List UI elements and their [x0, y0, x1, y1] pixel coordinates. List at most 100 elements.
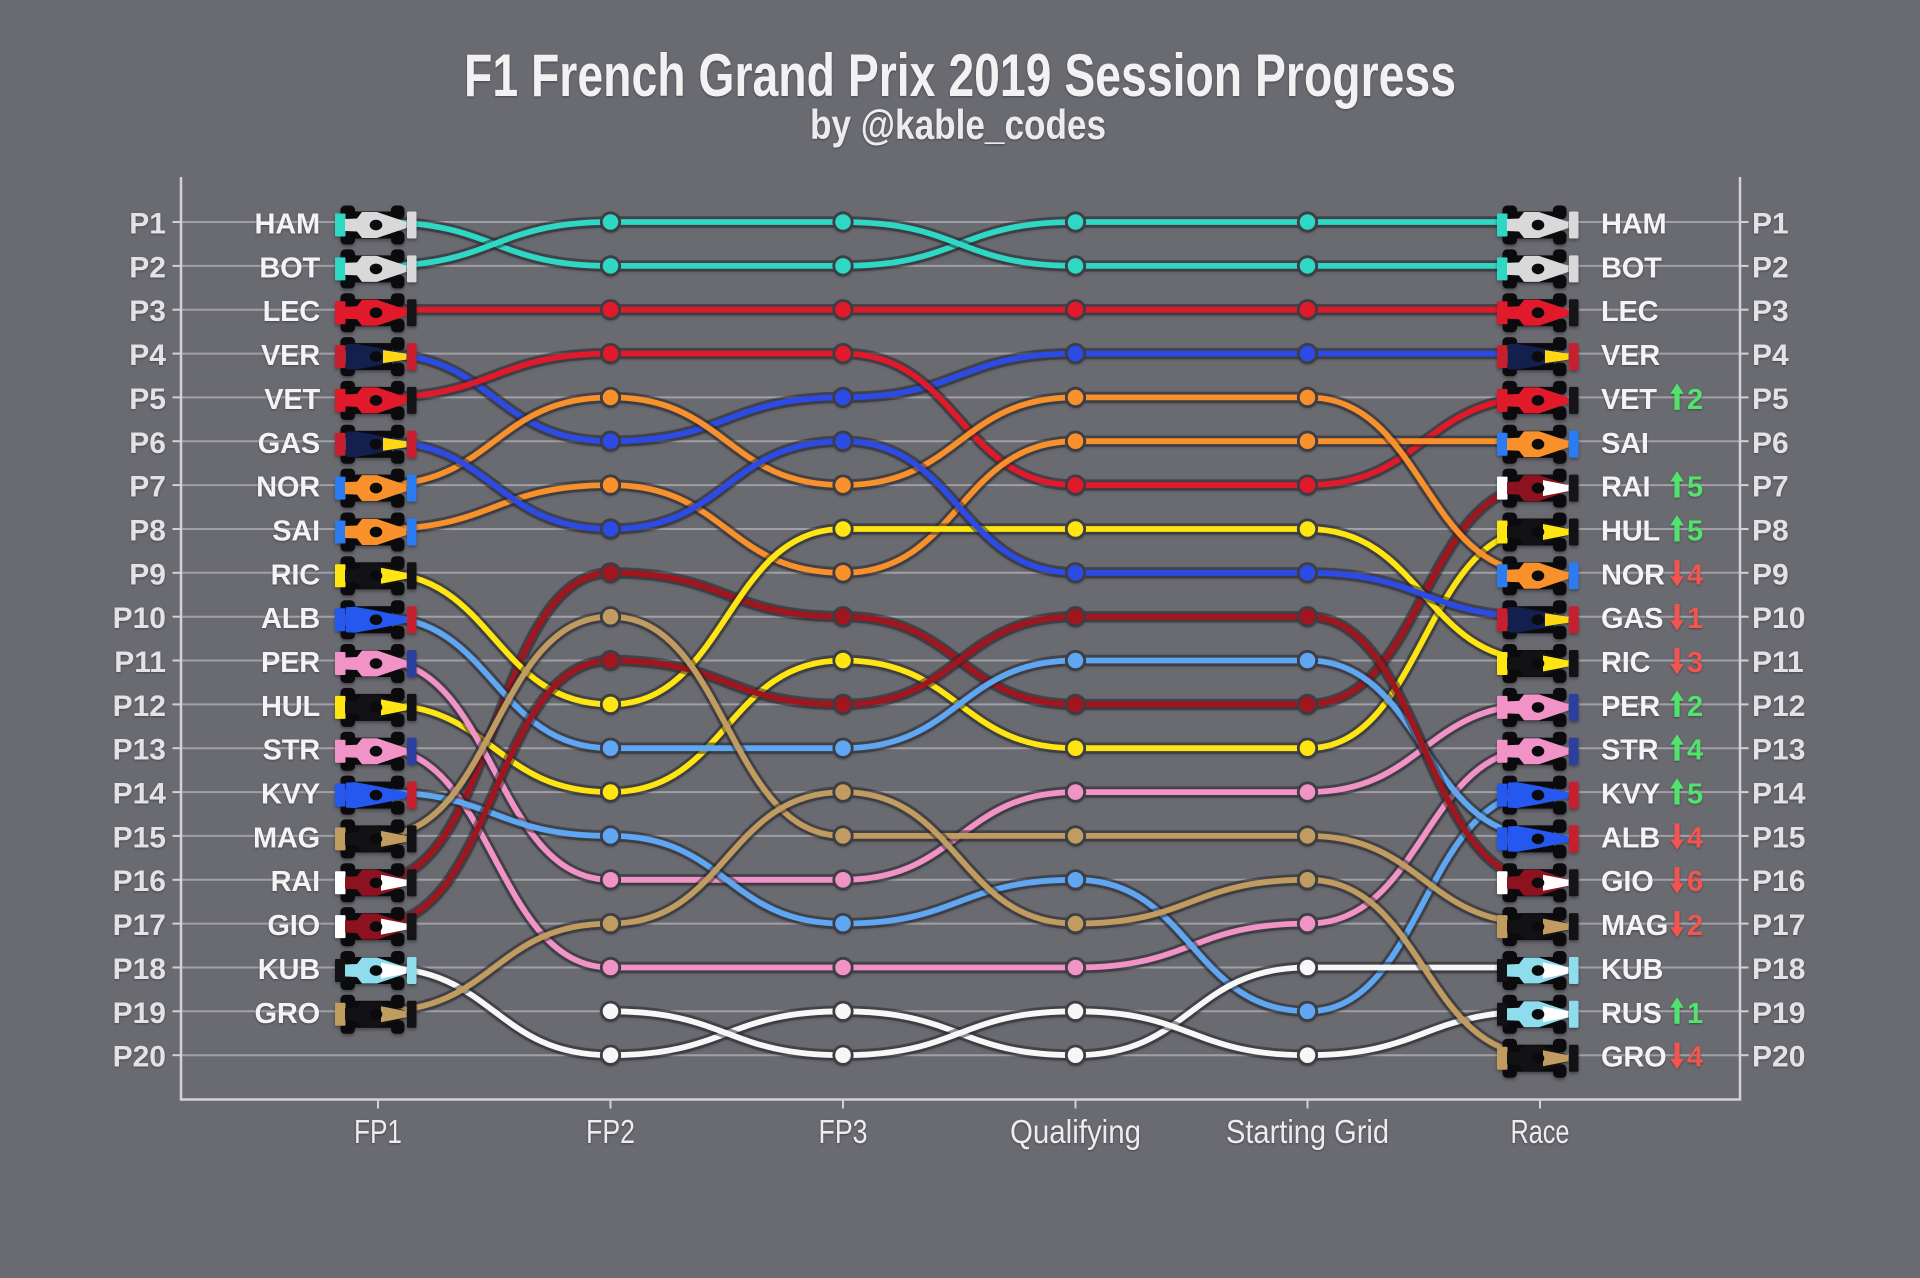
svg-text:P13: P13 [113, 734, 166, 767]
svg-text:P12: P12 [113, 690, 166, 723]
svg-text:KVY: KVY [1601, 779, 1660, 811]
svg-text:GRO: GRO [255, 998, 320, 1030]
svg-text:P6: P6 [129, 427, 166, 460]
svg-text:GRO: GRO [1601, 1042, 1666, 1074]
svg-text:RIC: RIC [271, 559, 321, 591]
svg-text:P11: P11 [1752, 646, 1804, 679]
svg-text:4: 4 [1687, 822, 1703, 854]
svg-text:MAG: MAG [1601, 910, 1668, 942]
svg-text:GIO: GIO [267, 910, 320, 942]
svg-text:KUB: KUB [1601, 954, 1663, 986]
svg-text:ALB: ALB [261, 603, 320, 635]
svg-text:P20: P20 [113, 1041, 166, 1074]
svg-text:RIC: RIC [1601, 647, 1651, 679]
svg-text:1: 1 [1687, 603, 1703, 635]
svg-text:VER: VER [1601, 340, 1660, 372]
svg-text:P2: P2 [1752, 251, 1789, 284]
svg-text:P5: P5 [129, 383, 166, 416]
svg-text:P4: P4 [1752, 339, 1789, 372]
svg-text:2: 2 [1687, 384, 1703, 416]
svg-text:5: 5 [1687, 779, 1703, 811]
svg-text:GAS: GAS [258, 428, 320, 460]
svg-text:P11: P11 [114, 646, 166, 679]
svg-text:LEC: LEC [263, 296, 321, 328]
svg-text:2: 2 [1687, 691, 1703, 723]
svg-text:P2: P2 [129, 251, 166, 284]
svg-text:P16: P16 [1752, 865, 1805, 898]
svg-text:LEC: LEC [1601, 296, 1659, 328]
svg-text:P4: P4 [129, 339, 166, 372]
svg-text:FP1: FP1 [354, 1114, 402, 1151]
svg-text:BOT: BOT [259, 252, 320, 284]
svg-text:P17: P17 [1752, 909, 1805, 942]
svg-text:P18: P18 [113, 953, 166, 986]
svg-text:P10: P10 [1752, 602, 1805, 635]
svg-text:F1 French Grand Prix 2019 Sess: F1 French Grand Prix 2019 Session Progre… [464, 42, 1456, 109]
svg-text:HUL: HUL [261, 691, 320, 723]
svg-text:Qualifying: Qualifying [1010, 1114, 1141, 1151]
svg-text:by @kable_codes: by @kable_codes [810, 101, 1106, 148]
svg-text:P15: P15 [1752, 821, 1805, 854]
svg-text:VER: VER [261, 340, 320, 372]
svg-text:P18: P18 [1752, 953, 1805, 986]
svg-text:HUL: HUL [1601, 516, 1660, 548]
svg-text:P20: P20 [1752, 1041, 1805, 1074]
svg-text:P8: P8 [1752, 515, 1789, 548]
svg-text:P14: P14 [1752, 778, 1806, 811]
svg-text:4: 4 [1687, 1042, 1703, 1074]
svg-text:GAS: GAS [1601, 603, 1663, 635]
svg-text:KUB: KUB [258, 954, 320, 986]
svg-text:RAI: RAI [271, 866, 320, 898]
svg-text:P1: P1 [129, 208, 166, 241]
svg-text:SAI: SAI [1601, 428, 1649, 460]
svg-text:P9: P9 [1752, 558, 1789, 591]
svg-text:P9: P9 [129, 558, 166, 591]
svg-text:6: 6 [1687, 866, 1703, 898]
svg-text:1: 1 [1687, 998, 1703, 1030]
svg-text:BOT: BOT [1601, 252, 1662, 284]
svg-text:P8: P8 [129, 515, 166, 548]
svg-text:P12: P12 [1752, 690, 1805, 723]
svg-text:P3: P3 [1752, 295, 1789, 328]
svg-text:P19: P19 [1752, 997, 1805, 1030]
svg-text:5: 5 [1687, 516, 1703, 548]
svg-text:3: 3 [1687, 647, 1703, 679]
svg-text:P19: P19 [113, 997, 166, 1030]
svg-text:Starting Grid: Starting Grid [1226, 1114, 1389, 1151]
svg-text:P5: P5 [1752, 383, 1789, 416]
svg-text:P14: P14 [113, 778, 167, 811]
svg-text:P17: P17 [113, 909, 166, 942]
svg-text:P1: P1 [1752, 208, 1789, 241]
svg-text:4: 4 [1687, 735, 1703, 767]
svg-text:P16: P16 [113, 865, 166, 898]
svg-text:VET: VET [1601, 384, 1657, 416]
svg-text:FP2: FP2 [586, 1114, 635, 1151]
svg-text:2: 2 [1687, 910, 1703, 942]
svg-text:P15: P15 [113, 821, 166, 854]
svg-text:FP3: FP3 [819, 1114, 868, 1151]
svg-text:NOR: NOR [256, 472, 320, 504]
svg-text:P10: P10 [113, 602, 166, 635]
svg-text:P7: P7 [129, 471, 166, 504]
svg-text:STR: STR [263, 735, 321, 767]
svg-text:Race: Race [1511, 1114, 1570, 1151]
svg-text:HAM: HAM [1601, 209, 1666, 241]
svg-text:4: 4 [1687, 559, 1703, 591]
svg-text:P3: P3 [129, 295, 166, 328]
svg-text:P7: P7 [1752, 471, 1789, 504]
svg-text:ALB: ALB [1601, 822, 1660, 854]
svg-text:GIO: GIO [1601, 866, 1654, 898]
svg-text:PER: PER [261, 647, 320, 679]
svg-text:P6: P6 [1752, 427, 1789, 460]
svg-text:VET: VET [264, 384, 320, 416]
svg-text:RAI: RAI [1601, 472, 1650, 504]
svg-text:MAG: MAG [253, 822, 320, 854]
svg-text:RUS: RUS [1601, 998, 1662, 1030]
svg-text:NOR: NOR [1601, 559, 1665, 591]
svg-text:HAM: HAM [255, 209, 320, 241]
svg-text:PER: PER [1601, 691, 1660, 723]
svg-text:STR: STR [1601, 735, 1659, 767]
svg-text:SAI: SAI [272, 516, 320, 548]
svg-text:5: 5 [1687, 472, 1703, 504]
svg-text:P13: P13 [1752, 734, 1805, 767]
